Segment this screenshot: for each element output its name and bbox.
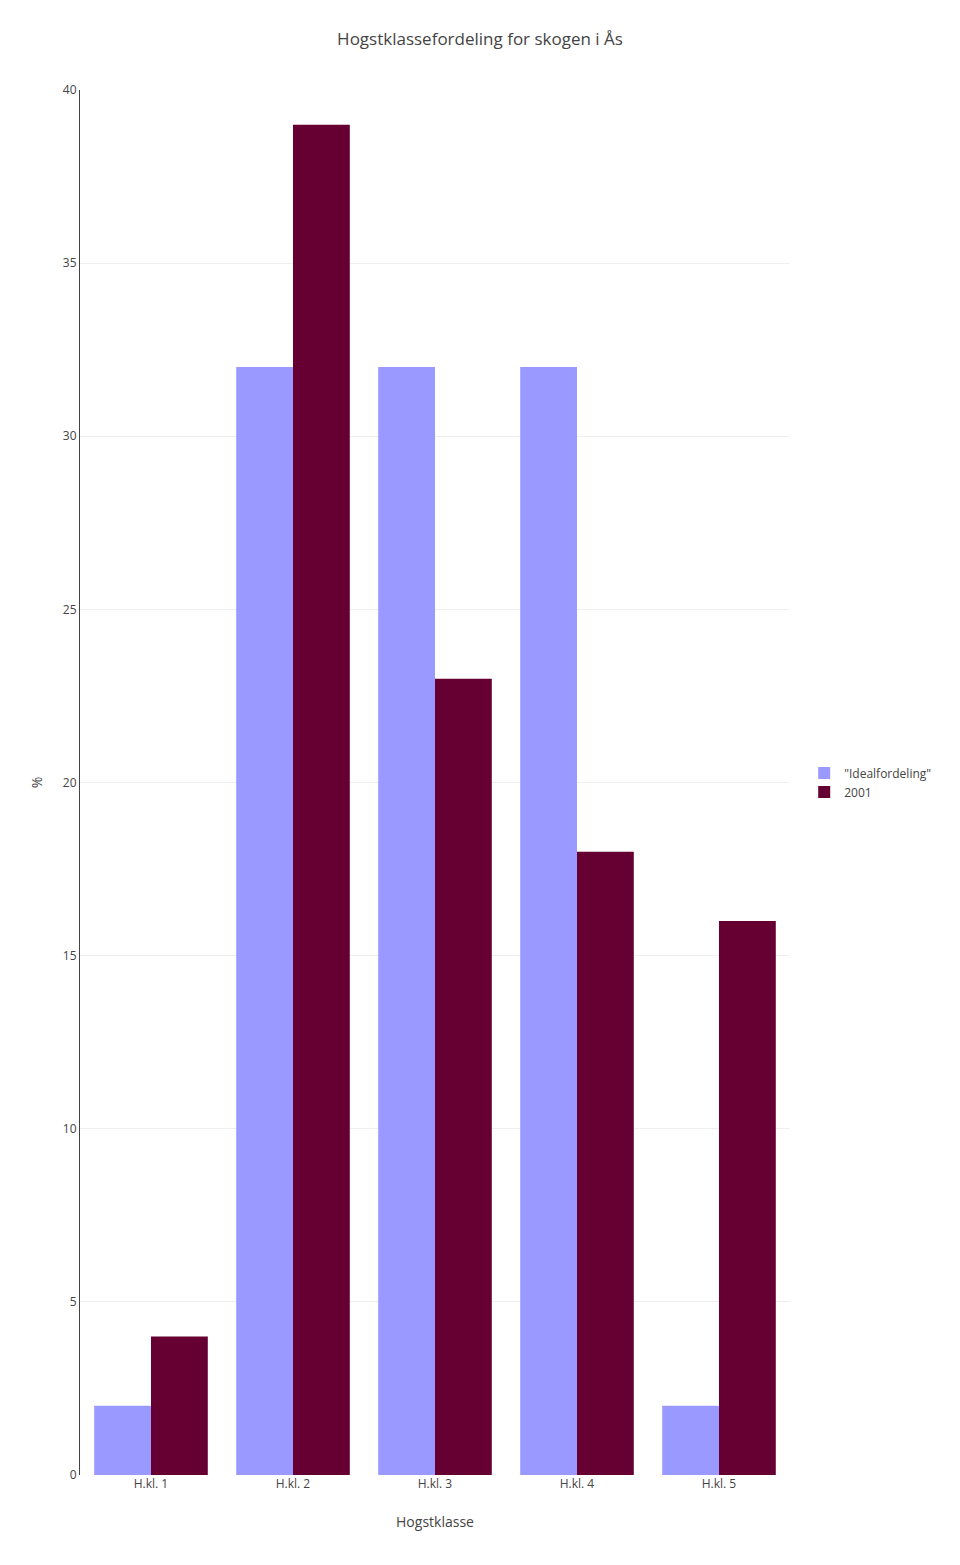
- svg-text:H.kl. 5: H.kl. 5: [702, 1475, 737, 1492]
- svg-text:30: 30: [63, 427, 77, 444]
- svg-text:H.kl. 1: H.kl. 1: [134, 1475, 168, 1492]
- svg-text:25: 25: [63, 601, 77, 618]
- svg-text:20: 20: [63, 774, 77, 791]
- svg-text:40: 40: [63, 81, 77, 98]
- svg-text:15: 15: [63, 947, 77, 964]
- svg-text:%: %: [27, 777, 46, 789]
- svg-text:H.kl. 2: H.kl. 2: [276, 1475, 311, 1492]
- svg-text:Hogstklasse: Hogstklasse: [396, 1512, 474, 1531]
- svg-text:35: 35: [63, 254, 77, 271]
- svg-text:H.kl. 4: H.kl. 4: [560, 1475, 595, 1492]
- svg-text:H.kl. 3: H.kl. 3: [418, 1475, 453, 1492]
- svg-text:5: 5: [70, 1293, 77, 1310]
- svg-text:Hogstklassefordeling for skoge: Hogstklassefordeling for skogen i Ås: [337, 27, 623, 50]
- svg-text:2001: 2001: [844, 784, 871, 801]
- svg-text:10: 10: [63, 1120, 77, 1137]
- svg-text:"Idealfordeling": "Idealfordeling": [844, 765, 931, 782]
- svg-text:0: 0: [70, 1466, 77, 1483]
